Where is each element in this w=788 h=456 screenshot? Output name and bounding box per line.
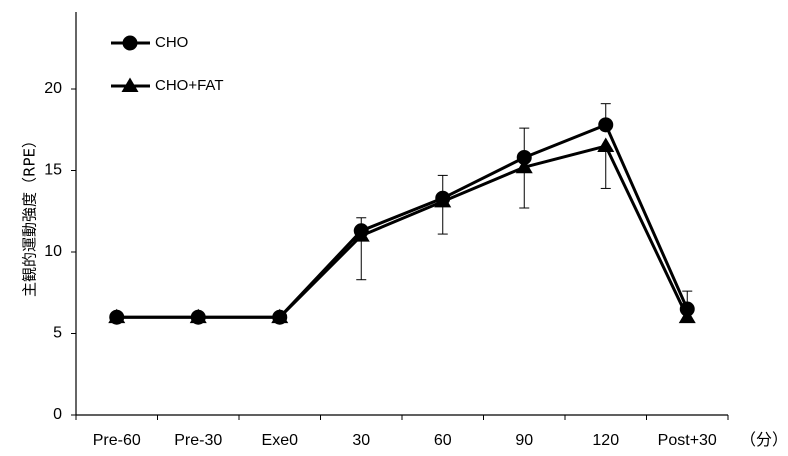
legend: CHO CHO+FAT	[111, 34, 223, 94]
y-axis-title: 主観的運動強度（RPE）	[21, 133, 39, 297]
data-point	[597, 137, 615, 152]
y-tick-label: 15	[44, 162, 62, 179]
y-tick-label: 20	[44, 80, 62, 97]
data-point	[353, 223, 369, 239]
y-tick-label: 5	[53, 325, 62, 342]
x-tick-label: Pre-60	[93, 432, 141, 449]
series-markers	[108, 117, 696, 325]
data-point	[109, 309, 125, 325]
x-tick-label: 30	[352, 432, 370, 449]
legend-marker	[121, 77, 139, 92]
x-tick-label: Exe0	[262, 432, 299, 449]
data-point	[272, 309, 288, 325]
data-point	[598, 117, 614, 133]
legend-marker	[122, 35, 138, 51]
legend-label: CHO+FAT	[155, 77, 223, 94]
data-point	[515, 158, 533, 174]
x-tick-label: 90	[515, 432, 533, 449]
y-tick-label: 0	[53, 406, 62, 423]
x-axis-ticks: Pre-60 Pre-30 Exe0 30 60 90 120 Post+30	[75, 415, 729, 449]
x-tick-label: Pre-30	[174, 432, 222, 449]
data-point	[516, 149, 532, 165]
legend-label: CHO	[155, 34, 188, 51]
x-tick-label: 120	[592, 432, 619, 449]
series-line	[116, 144, 689, 319]
series-lines	[116, 123, 689, 319]
y-tick-label: 10	[44, 243, 62, 260]
y-axis-ticks: 0 5 10 15 20	[44, 80, 76, 423]
data-point	[679, 301, 695, 317]
data-point	[435, 190, 451, 206]
data-point	[190, 309, 206, 325]
x-tick-label: 60	[434, 432, 452, 449]
x-axis-unit: （分）	[740, 431, 788, 449]
series-line	[116, 123, 689, 319]
error-bars	[356, 103, 693, 310]
x-tick-label: Post+30	[658, 432, 717, 449]
